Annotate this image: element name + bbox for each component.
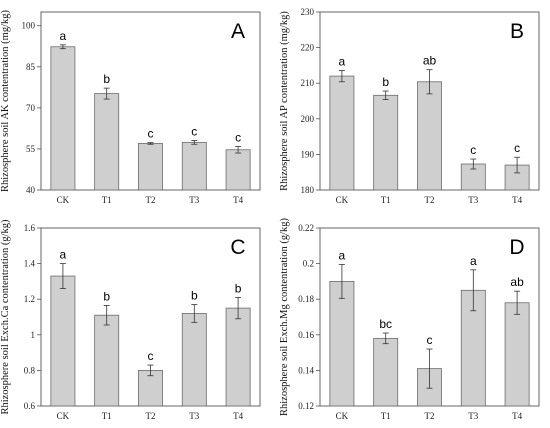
bar-t1 (94, 93, 120, 191)
x-tick-label: CK (57, 195, 70, 205)
significance-label: c (470, 143, 476, 157)
y-tick-label: 100 (22, 21, 36, 31)
x-tick-label: T2 (425, 411, 435, 421)
significance-label: a (60, 29, 67, 43)
y-tick-label: 0.22 (298, 223, 314, 233)
y-axis-label: Rhizosphere soil Exch.Mg contentration (… (279, 217, 290, 416)
bar-t2 (138, 369, 163, 407)
x-tick-label: T3 (189, 411, 199, 421)
significance-label: c (148, 349, 154, 363)
significance-label: b (191, 289, 198, 303)
chart-panel-b: 180 190 200 210 220 230 Rhizosphere soil AP co… (279, 7, 540, 205)
bar-t1 (94, 314, 120, 407)
y-tick-label: 0.16 (298, 330, 314, 340)
x-tick-label: T4 (233, 411, 243, 421)
significance-label: c (514, 141, 520, 155)
y-tick-label: 1.2 (24, 294, 35, 304)
bar-ck (329, 280, 355, 407)
y-tick-label: 55 (26, 144, 36, 154)
y-tick-label: 1 (31, 330, 36, 340)
bar-t4 (504, 302, 530, 407)
panel-letter: D (509, 236, 524, 259)
y-tick-label: 0.18 (298, 294, 314, 304)
bar-t2 (138, 143, 163, 191)
x-tick-label: T3 (468, 195, 478, 205)
significance-label: a (470, 254, 477, 268)
chart-panel-c: 0.6 0.8 1 1.2 1.4 1.6 Rhizosphere soil Exch.Ca… (0, 219, 261, 421)
panel-letter: B (510, 20, 524, 43)
x-tick-label: CK (57, 411, 70, 421)
bar-ck (50, 46, 76, 191)
significance-label: a (60, 248, 67, 262)
x-tick-label: T1 (381, 411, 391, 421)
y-axis-label: Rhizosphere soil Exch.Ca contentration (… (0, 219, 11, 415)
x-tick-label: T1 (381, 195, 391, 205)
significance-label: a (339, 248, 346, 262)
x-tick-label: CK (336, 195, 349, 205)
significance-label: b (235, 281, 242, 295)
x-tick-label: T1 (102, 195, 112, 205)
bar-t1 (373, 337, 399, 407)
y-tick-label: 220 (301, 43, 315, 53)
significance-label: c (235, 130, 241, 144)
y-tick-label: 0.14 (298, 365, 314, 375)
chart-panel-a: 40 55 70 85 100 Rhizosphere soil AK contentra… (0, 10, 261, 205)
y-tick-label: 40 (26, 185, 36, 195)
x-tick-label: T4 (512, 411, 522, 421)
y-tick-label: 210 (301, 78, 315, 88)
x-tick-label: T3 (189, 195, 199, 205)
y-tick-label: 0.6 (24, 401, 36, 411)
panel-letter: A (231, 20, 245, 43)
bar-ck (50, 275, 76, 407)
significance-label: c (148, 127, 154, 141)
y-tick-label: 1.4 (24, 259, 36, 269)
bar-t1 (373, 94, 399, 191)
x-tick-label: T2 (146, 195, 156, 205)
y-axis-label: Rhizosphere soil AP contentration (mg/kg… (279, 11, 290, 191)
significance-label: b (103, 72, 110, 86)
significance-label: bc (379, 317, 392, 331)
y-axis-label: Rhizosphere soil AK contentration (mg/kg… (0, 10, 11, 192)
panel-letter: C (230, 236, 245, 259)
significance-label: a (339, 54, 346, 68)
y-tick-label: 70 (26, 103, 36, 113)
x-tick-label: T1 (102, 411, 112, 421)
chart-panel-d: 0.12 0.14 0.16 0.18 0.2 0.22 Rhizosphere soil … (279, 217, 540, 421)
y-tick-label: 0.12 (298, 401, 314, 411)
y-tick-label: 190 (301, 149, 315, 159)
x-tick-label: T3 (468, 411, 478, 421)
x-tick-label: T4 (512, 195, 522, 205)
y-tick-label: 1.6 (24, 223, 36, 233)
bar-t3 (181, 313, 207, 407)
x-tick-label: T2 (146, 411, 156, 421)
significance-label: b (382, 75, 389, 89)
x-tick-label: T4 (233, 195, 243, 205)
significance-label: c (191, 124, 197, 138)
bar-ck (329, 75, 355, 191)
y-tick-label: 0.2 (303, 259, 314, 269)
x-tick-label: CK (336, 411, 349, 421)
y-tick-label: 230 (301, 7, 315, 17)
y-tick-label: 200 (301, 114, 315, 124)
y-tick-label: 0.8 (24, 365, 36, 375)
significance-label: ab (423, 54, 437, 68)
x-tick-label: T2 (425, 195, 435, 205)
y-tick-label: 85 (26, 62, 36, 72)
significance-label: b (103, 289, 110, 303)
bar-t4 (225, 149, 251, 191)
significance-label: ab (510, 275, 524, 289)
bar-t2 (417, 81, 442, 191)
y-tick-label: 180 (301, 185, 315, 195)
significance-label: c (427, 333, 433, 347)
bar-t3 (181, 141, 207, 191)
bar-t4 (225, 307, 251, 407)
